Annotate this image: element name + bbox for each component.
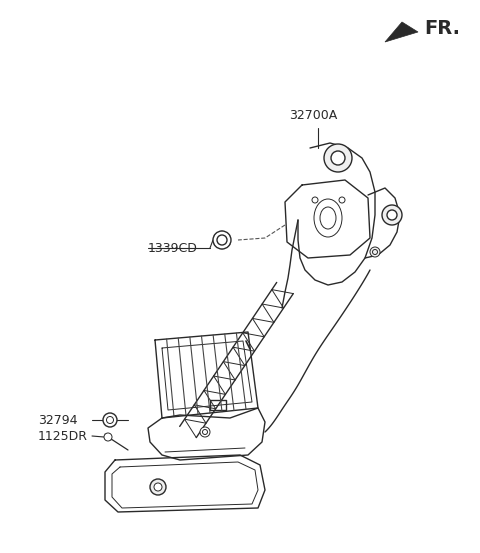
- Polygon shape: [385, 22, 418, 42]
- Text: 1125DR: 1125DR: [38, 430, 88, 442]
- Circle shape: [382, 205, 402, 225]
- Text: FR.: FR.: [424, 18, 460, 38]
- Circle shape: [217, 235, 227, 245]
- Circle shape: [154, 483, 162, 491]
- Circle shape: [104, 433, 112, 441]
- Circle shape: [324, 144, 352, 172]
- Text: 32700A: 32700A: [289, 109, 337, 122]
- Text: 32794: 32794: [38, 414, 77, 426]
- Text: 1339CD: 1339CD: [148, 242, 198, 254]
- Circle shape: [213, 231, 231, 249]
- Circle shape: [103, 413, 117, 427]
- Circle shape: [331, 151, 345, 165]
- Circle shape: [150, 479, 166, 495]
- Circle shape: [370, 247, 380, 257]
- Circle shape: [387, 210, 397, 220]
- Circle shape: [200, 427, 210, 437]
